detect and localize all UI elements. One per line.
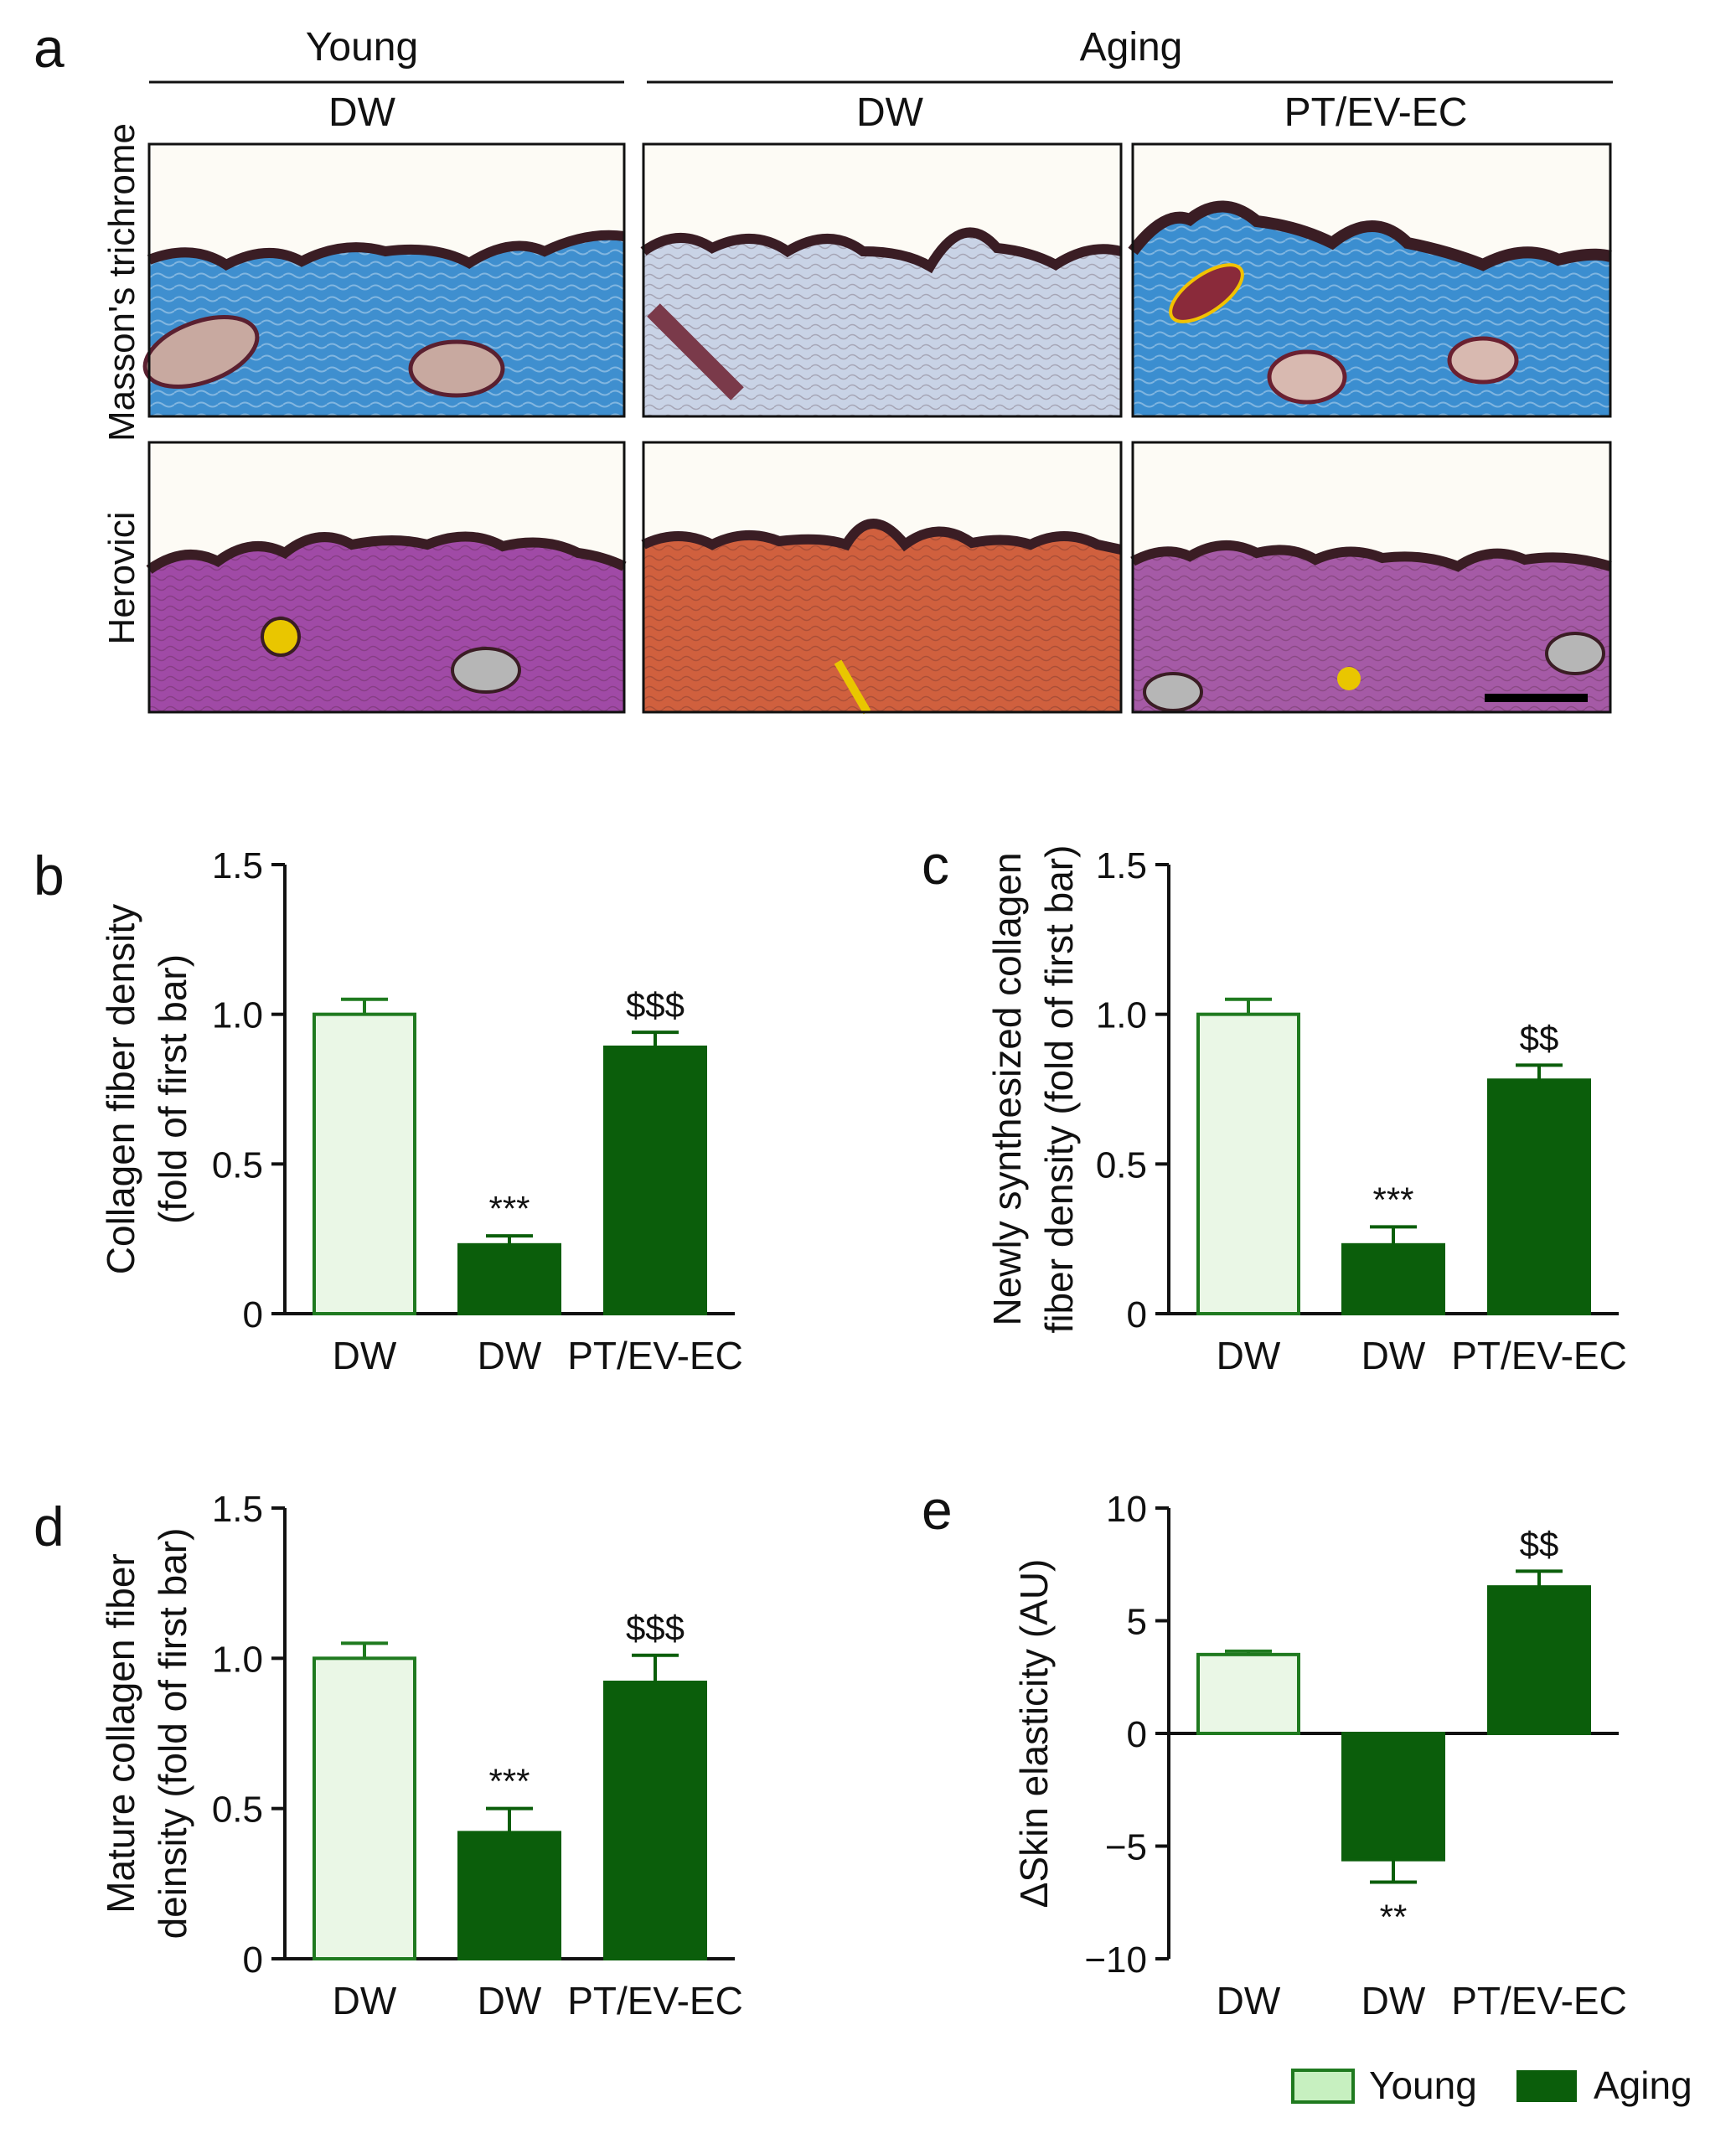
bar: [1341, 1732, 1445, 1862]
x-tick-label: DW: [1361, 1334, 1426, 1377]
y-tick-label: 0.5: [212, 1790, 263, 1831]
y-tick-label: 0.5: [1096, 1144, 1147, 1185]
y-axis-label: (fold of first bar): [151, 954, 194, 1224]
bar: [1196, 1012, 1300, 1315]
x-tick-label: DW: [1361, 1979, 1426, 2022]
y-tick-label: 10: [1106, 1489, 1147, 1530]
y-tick-label: 0: [1127, 1294, 1147, 1335]
y-tick-label: 5: [1127, 1602, 1147, 1643]
panel-c-letter: c: [922, 834, 949, 896]
y-tick-label: 0: [243, 1294, 263, 1335]
image-herovici-aging-ptev: [1130, 442, 1612, 712]
y-axis-label: Mature collagen fiber: [99, 1553, 142, 1914]
column-label-aging-ptev: PT/EV-EC: [1284, 90, 1468, 135]
significance-label: **: [1380, 1898, 1408, 1937]
panel-b: b 0 0.5 1.0 1.5 DW DW PT/EV-EC Collagen fiber d…: [34, 845, 743, 1377]
bar: [1341, 1242, 1445, 1316]
x-tick-label: DW: [1217, 1979, 1281, 2022]
y-axis-label: Newly synthesized collagen: [985, 852, 1029, 1325]
significance-label: ***: [1372, 1180, 1413, 1219]
frame-herovici-aging-dw: [642, 441, 1123, 714]
image-masson-young-dw: [142, 144, 625, 416]
image-masson-aging-dw: [640, 144, 1123, 416]
y-tick-label: 1.5: [212, 1489, 263, 1530]
significance-label: $$: [1520, 1018, 1559, 1057]
legend-label-young: Young: [1369, 2064, 1477, 2107]
group-header-aging: Aging: [1080, 25, 1183, 70]
bar: [603, 1681, 707, 1960]
chart-mature-collagen-density: 0 0.5 1.0 1.5 DW DW PT/EV-EC Mature collagen fi…: [99, 1489, 743, 2022]
frame-masson-young-dw: [147, 142, 626, 418]
chart-newly-synthesized-collagen: 0 0.5 1.0 1.5 DW DW PT/EV-EC Newly synthesized …: [985, 845, 1627, 1377]
significance-label: $$: [1520, 1524, 1559, 1563]
y-tick-label: 0: [1127, 1714, 1147, 1755]
x-tick-label: DW: [478, 1979, 542, 2022]
bar: [603, 1045, 707, 1316]
y-tick-label: −5: [1105, 1827, 1147, 1868]
y-tick-label: 1.0: [1096, 995, 1147, 1036]
column-label-aging-dw: DW: [856, 90, 924, 135]
panel-e: e −10 −5 0 5 10 DW DW PT/EV-EC ΔSkin elasticity …: [922, 1479, 1627, 2022]
panel-a: a Young Aging DW DW PT/EV-EC Masson's tr…: [34, 17, 1613, 715]
y-axis-label: fiber density (fold of first bar): [1037, 845, 1081, 1334]
legend-label-aging: Aging: [1594, 2064, 1692, 2107]
frame-masson-aging-ptev: [1131, 142, 1612, 418]
bar: [1487, 1585, 1591, 1736]
y-axis-label: deinsity (fold of first bar): [151, 1528, 194, 1940]
chart-skin-elasticity: −10 −5 0 5 10 DW DW PT/EV-EC ΔSkin elasticity (A…: [1012, 1489, 1627, 2022]
legend-swatch-aging: [1516, 2070, 1577, 2102]
x-tick-label: PT/EV-EC: [1451, 1334, 1627, 1377]
y-tick-label: 0: [243, 1940, 263, 1981]
image-masson-aging-ptev: [1128, 144, 1612, 416]
panel-a-letter: a: [34, 17, 65, 79]
y-tick-label: −10: [1084, 1940, 1147, 1981]
bar: [1487, 1078, 1591, 1316]
image-herovici-young-dw: [146, 442, 627, 712]
x-tick-label: DW: [478, 1334, 542, 1377]
image-herovici-aging-dw: [641, 442, 1123, 715]
x-tick-label: DW: [333, 1334, 397, 1377]
significance-label: ***: [488, 1189, 530, 1228]
panel-b-letter: b: [34, 845, 65, 907]
bar: [457, 1831, 561, 1961]
y-tick-label: 1.5: [1096, 845, 1147, 886]
panel-c: c 0 0.5 1.0 1.5 DW DW PT/EV-EC Newly synthesize…: [922, 834, 1627, 1377]
row-label-herovici: Herovici: [101, 512, 142, 645]
x-tick-label: PT/EV-EC: [567, 1979, 743, 2022]
column-label-young-dw: DW: [328, 90, 396, 135]
legend: Young Aging: [1291, 2064, 1692, 2107]
y-axis-label: Collagen fiber density: [99, 904, 142, 1274]
y-tick-label: 1.0: [212, 995, 263, 1036]
y-axis-label: ΔSkin elasticity (AU): [1012, 1559, 1056, 1909]
frame-masson-aging-dw: [642, 142, 1123, 418]
panel-d-letter: d: [34, 1495, 65, 1557]
legend-swatch-young: [1291, 2069, 1355, 2104]
y-tick-label: 1.0: [212, 1639, 263, 1680]
chart-collagen-fiber-density: 0 0.5 1.0 1.5 DW DW PT/EV-EC Collagen fiber den…: [99, 845, 743, 1377]
x-tick-label: DW: [333, 1979, 397, 2022]
panel-e-letter: e: [922, 1479, 953, 1541]
x-tick-label: DW: [1217, 1334, 1281, 1377]
y-tick-label: 1.5: [212, 845, 263, 886]
significance-label: ***: [488, 1762, 530, 1801]
row-label-masson: Masson's trichrome: [101, 123, 142, 442]
bar: [313, 1012, 416, 1315]
bar: [1196, 1652, 1300, 1735]
frame-herovici-young-dw: [147, 441, 626, 714]
x-tick-label: PT/EV-EC: [567, 1334, 743, 1377]
panel-d: d 0 0.5 1.0 1.5 DW DW PT/EV-EC Mature collagen …: [34, 1489, 743, 2022]
bar: [457, 1242, 561, 1316]
x-tick-label: PT/EV-EC: [1451, 1979, 1627, 2022]
y-tick-label: 0.5: [212, 1144, 263, 1185]
bar: [313, 1656, 416, 1961]
group-header-young: Young: [306, 25, 418, 70]
frame-herovici-aging-ptev: [1131, 441, 1612, 714]
significance-label: $$$: [626, 1609, 685, 1648]
significance-label: $$$: [626, 985, 685, 1025]
